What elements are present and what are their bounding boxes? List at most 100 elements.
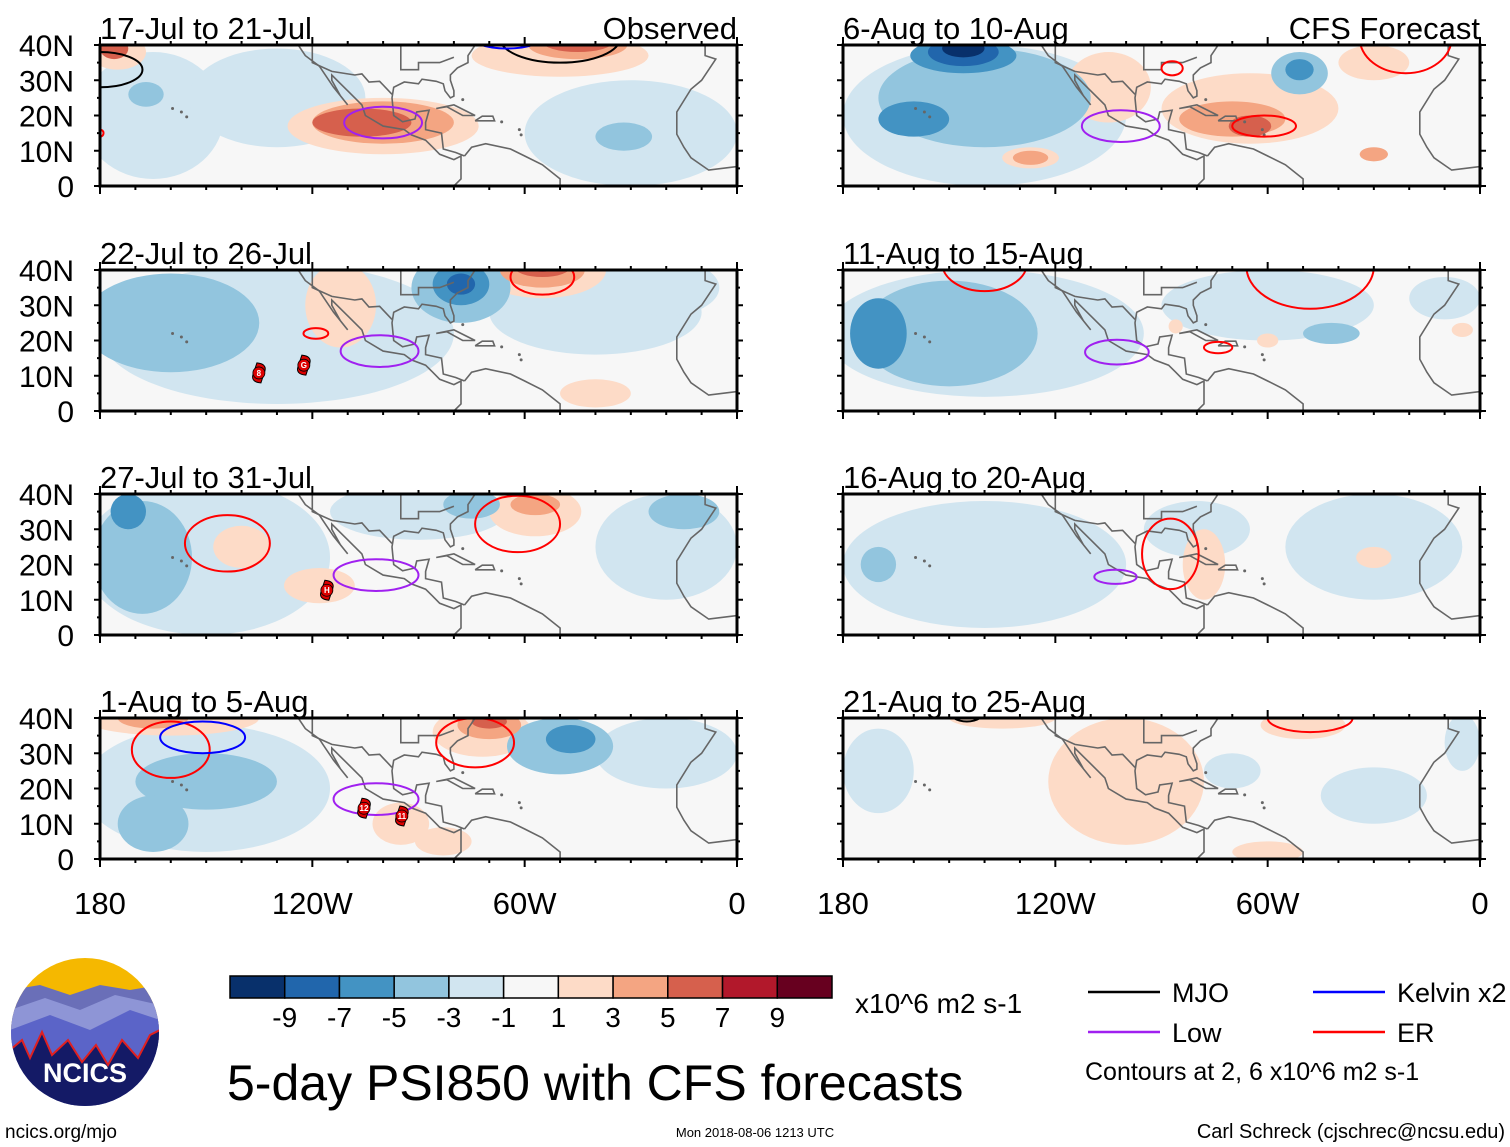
er-contour	[1231, 114, 1297, 138]
latitude-tick-label: 40N	[19, 255, 74, 288]
positive-anomaly-area	[312, 108, 412, 137]
colorbar-tick-label: 1	[551, 1002, 567, 1033]
coastline	[1134, 494, 1219, 606]
legend-label: Low	[1172, 1018, 1222, 1048]
island	[1260, 801, 1264, 805]
panel-period-title: 21-Aug to 25-Aug	[843, 684, 1086, 719]
tropical-cyclone-icon[interactable]: G	[297, 354, 311, 376]
negative-anomaly-area	[850, 298, 907, 369]
coastline	[1419, 45, 1480, 171]
longitude-tick-label: 60W	[493, 886, 557, 921]
negative-anomaly-area	[1285, 494, 1463, 600]
coastline	[1206, 142, 1304, 186]
negative-anomaly-area	[443, 494, 500, 519]
panel-period-title: 17-Jul to 21-Jul	[100, 11, 312, 46]
tropical-cyclone-icon[interactable]: 12	[357, 797, 371, 819]
er-contour	[183, 514, 271, 573]
ncics-logo[interactable]: NCICS	[10, 955, 160, 1110]
coastline	[1040, 718, 1205, 859]
coastline	[1134, 45, 1219, 157]
coastline	[1419, 494, 1480, 620]
coastline	[1419, 718, 1480, 844]
coastline	[311, 270, 393, 320]
coastline	[1206, 367, 1304, 411]
island	[1262, 133, 1266, 137]
island	[517, 353, 521, 357]
tropical-cyclone-icon[interactable]: 8	[252, 362, 266, 384]
coastline	[400, 718, 455, 744]
coastline	[391, 718, 476, 830]
positive-anomaly-area	[1257, 333, 1279, 348]
logo-text: NCICS	[43, 1058, 127, 1088]
panel-period-title: 27-Jul to 31-Jul	[100, 460, 312, 495]
negative-anomaly-area	[1285, 59, 1314, 81]
positive-anomaly-area	[1182, 529, 1226, 600]
negative-anomaly-area	[878, 101, 950, 137]
latitude-tick-label: 40N	[19, 703, 74, 736]
positive-anomaly-area	[1228, 115, 1272, 137]
coastline	[1179, 777, 1219, 790]
coastline	[463, 142, 561, 186]
latitude-tick-label: 10N	[19, 585, 74, 618]
island	[185, 340, 189, 344]
latitude-tick-label: 30N	[19, 290, 74, 323]
legend-label: Kelvin x2	[1397, 978, 1507, 1008]
panel-period-title: 22-Jul to 26-Jul	[100, 236, 312, 271]
latitude-tick-label: 10N	[19, 136, 74, 169]
island	[179, 110, 183, 114]
coastline	[474, 340, 496, 347]
coastline	[311, 494, 393, 544]
coastline	[391, 494, 476, 606]
legend-label: ER	[1397, 1018, 1435, 1048]
colorbar-tick-label: -3	[436, 1002, 461, 1033]
tropical-cyclone-icon[interactable]: H	[320, 579, 334, 601]
coastline	[1054, 45, 1136, 95]
island	[1204, 547, 1208, 551]
map-field	[843, 494, 1480, 635]
longitude-tick-label: 180	[74, 886, 126, 921]
low-contour	[1093, 568, 1138, 585]
negative-anomaly-area	[1320, 767, 1427, 824]
island	[171, 106, 175, 110]
legend-label: MJO	[1172, 978, 1229, 1008]
island	[179, 335, 183, 339]
low-contour	[339, 334, 420, 368]
latitude-tick-label: 30N	[19, 65, 74, 98]
panel-period-title: 16-Aug to 20-Aug	[843, 460, 1086, 495]
er-contour	[435, 718, 516, 769]
er-contour	[1202, 340, 1234, 355]
positive-anomaly-area	[305, 270, 377, 348]
coastline	[474, 564, 496, 571]
panel-period-title: 6-Aug to 10-Aug	[843, 11, 1069, 46]
map-field	[843, 718, 1480, 859]
colorbar-tick-label: 3	[605, 1002, 621, 1033]
island	[517, 128, 521, 132]
island	[461, 771, 465, 775]
latitude-tick-label: 20N	[19, 101, 74, 134]
map-field	[100, 45, 737, 186]
er-contour	[509, 270, 576, 296]
coastline	[1217, 115, 1239, 122]
source-link[interactable]: ncics.org/mjo	[5, 1122, 117, 1143]
map-field	[843, 270, 1480, 411]
mjo-contour	[100, 51, 144, 89]
coastline	[463, 591, 561, 635]
island	[922, 783, 926, 787]
storm-label: 11	[398, 812, 407, 821]
tropical-cyclone-icon[interactable]: 11	[395, 805, 409, 827]
contour-legend: MJO Kelvin x2 Low ER	[1088, 978, 1507, 1048]
island	[914, 106, 918, 110]
er-contour	[1141, 517, 1200, 591]
island	[1260, 577, 1264, 581]
latitude-tick-label: 20N	[19, 774, 74, 807]
low-contour	[332, 558, 420, 592]
coastline	[463, 367, 561, 411]
coastline	[297, 45, 462, 186]
coastline	[1179, 104, 1219, 117]
island	[1262, 806, 1266, 810]
latitude-tick-label: 0	[57, 396, 74, 429]
island	[928, 115, 932, 119]
island	[922, 559, 926, 563]
negative-anomaly-area	[1409, 277, 1480, 320]
